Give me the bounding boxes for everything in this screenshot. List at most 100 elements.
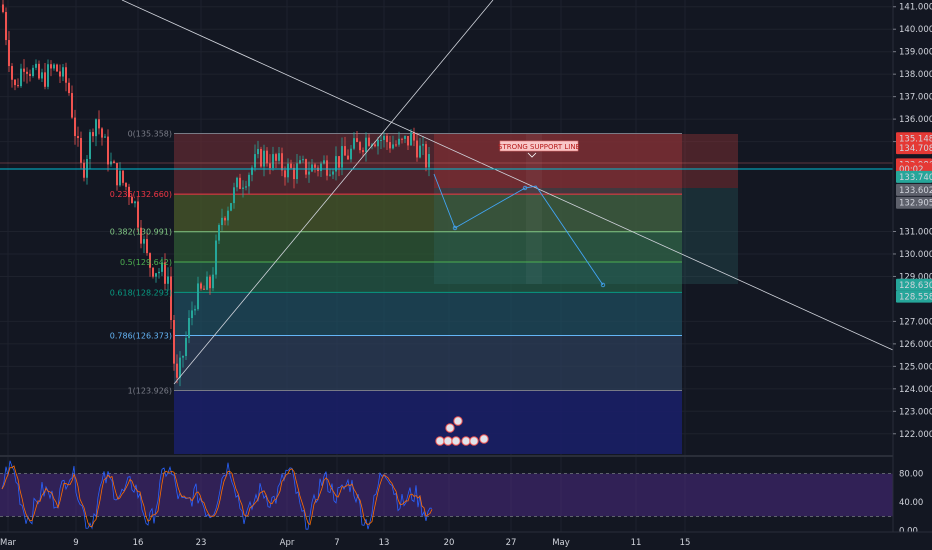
price-tick-label: 140.000 [899,25,932,35]
candle-body [161,262,163,272]
candle-body [179,357,181,378]
price-tick-label: 141.000 [899,3,932,13]
candle-body [332,171,334,175]
stochastic-oscillator [0,455,893,530]
candle-body [368,137,370,146]
event-marker[interactable] [443,436,453,446]
candle-body [353,138,355,149]
candle-body [143,239,145,244]
candle-body [194,309,196,311]
candle-body [35,63,37,68]
candle-body [122,170,124,183]
annotations: STRONG SUPPORT LINE [498,140,580,158]
candle-body [344,146,346,156]
price-tick-label: 127.000 [899,317,932,327]
descending-trendline[interactable] [121,0,894,351]
candle-body [53,64,55,69]
event-marker[interactable] [469,436,479,446]
candle-body [347,155,349,160]
candle-body [284,170,286,178]
candle-body [167,276,169,284]
time-axis[interactable]: Mar 9 16 23 Apr 7 13 20 27 May 11 15 [0,531,932,550]
price-tick-label: 130.000 [899,250,932,260]
event-markers[interactable] [435,416,489,446]
candle-body [359,142,361,151]
stoch-k-line [1,460,433,530]
candle-body [389,142,391,149]
candle-body [215,240,217,275]
price-tag-bg [896,132,932,145]
price-tag-label: 134.708 [899,144,932,154]
candle-body [38,63,40,79]
price-tag-bg [896,278,932,291]
fib-zone [174,194,682,232]
time-tick-label: 9 [73,538,78,548]
event-marker[interactable] [461,436,471,446]
candle-body [233,187,235,204]
fib-level-label: 0.618(128.293) [110,288,172,297]
osc-tick-label: 40.00 [899,498,923,508]
time-axis-bg [0,532,932,550]
candle-body [251,167,253,175]
oscillator-band-fill [0,473,893,517]
candle-body [50,64,52,69]
chevron-down-icon [527,152,537,158]
price-tag-bg [896,183,932,196]
event-marker[interactable] [435,436,445,446]
candle-body [182,356,184,358]
candle-body [65,67,67,83]
price-tag-label: 00:02 [899,165,924,175]
event-marker[interactable] [479,434,489,444]
projection-path[interactable] [433,173,606,288]
horizontal-price-lines [0,162,893,170]
candle-body [119,170,121,186]
candle-body [407,135,409,146]
candle-body [314,164,316,168]
projection-polyline[interactable] [433,173,604,286]
candle-body [47,64,49,87]
candle-body [200,283,202,289]
osc-tick-label: 80.00 [899,470,923,480]
candle-body [26,71,28,74]
candle-body [290,163,292,168]
candle-body [218,225,220,241]
candle-body [152,267,154,277]
candle-body [377,140,379,147]
candle-body [44,72,46,87]
short-position-target-box[interactable] [434,188,738,284]
event-marker[interactable] [453,416,463,426]
candle-body [191,310,193,319]
candle-body [125,182,127,187]
candle-body [278,153,280,161]
candle-body [104,136,106,138]
trend-lines[interactable] [121,0,894,385]
support-label-box[interactable] [499,140,579,152]
price-tick-label: 122.000 [899,430,932,440]
candle-body [95,119,97,137]
fib-level-label: 0.5(129.642) [120,258,172,267]
candle-body [269,163,271,168]
candle-body [248,174,250,187]
candle-body [227,210,229,221]
projection-arrow-head [452,225,458,231]
candle-body [257,148,259,155]
candle-body [137,201,139,228]
candle-body [71,93,73,118]
candle-body [287,163,289,178]
price-tag-label: 128.558 [899,293,932,303]
short-position-risk-box[interactable] [434,134,738,188]
candle-body [374,144,376,147]
candle-body [401,138,403,140]
price-axis[interactable]: 141.000 140.000 139.000 138.000 137.000 136.0… [892,0,932,550]
candle-body [158,271,160,274]
support-label-text: STRONG SUPPORT LINE [498,143,580,151]
ascending-trendline[interactable] [173,0,494,385]
candle-body [242,187,244,189]
event-marker[interactable] [451,436,461,446]
event-marker[interactable] [445,423,455,433]
fib-level-label: 1(123.926) [128,386,172,395]
candle-body [68,82,70,94]
candle-body [146,239,148,254]
